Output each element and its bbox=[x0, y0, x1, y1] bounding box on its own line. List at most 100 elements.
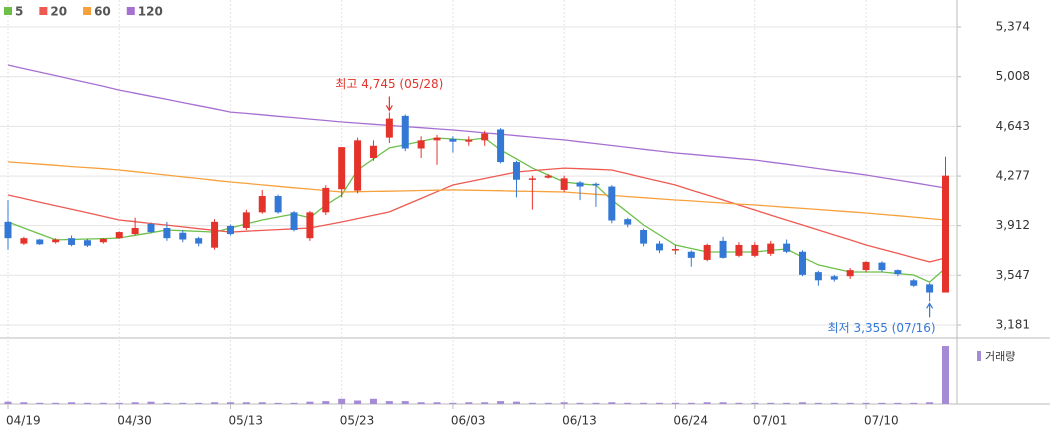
candle-body bbox=[655, 243, 663, 251]
volume-bar bbox=[242, 402, 250, 404]
candle-body bbox=[735, 244, 743, 256]
volume-bar bbox=[290, 402, 298, 404]
candle-body bbox=[608, 186, 616, 221]
candle-body bbox=[703, 244, 711, 260]
annotation-arrowhead bbox=[926, 302, 934, 309]
volume-bar bbox=[814, 402, 822, 404]
y-tick-label: 3,181 bbox=[996, 318, 1030, 332]
legend-label: 20 bbox=[50, 5, 67, 19]
candle-body bbox=[719, 240, 727, 258]
x-tick-label: 07/10 bbox=[864, 414, 899, 428]
annotation-label: 최저 3,355 (07/16) bbox=[828, 321, 936, 335]
candle-body bbox=[783, 243, 791, 252]
volume-bar bbox=[687, 402, 695, 404]
candle-body bbox=[560, 178, 568, 190]
volume-bar bbox=[910, 402, 918, 404]
candle-body bbox=[163, 227, 171, 239]
volume-bar bbox=[52, 402, 60, 404]
volume-bar bbox=[576, 402, 584, 404]
annotation-label: 최고 4,745 (05/28) bbox=[335, 77, 443, 91]
volume-bar bbox=[99, 402, 107, 404]
volume-bar bbox=[894, 402, 902, 404]
volume-bar bbox=[36, 402, 44, 404]
volume-bar bbox=[369, 398, 377, 404]
volume-bar bbox=[655, 402, 663, 404]
candle-body bbox=[274, 196, 282, 213]
candle-body bbox=[195, 238, 203, 244]
x-tick-label: 04/19 bbox=[6, 414, 41, 428]
volume-bar bbox=[258, 402, 266, 404]
x-tick-label: 05/13 bbox=[228, 414, 263, 428]
x-tick-label: 06/03 bbox=[451, 414, 486, 428]
volume-bar bbox=[512, 401, 520, 404]
candle-body bbox=[401, 115, 409, 149]
candle-body bbox=[799, 251, 806, 275]
annotation-arrowhead bbox=[385, 105, 393, 112]
candle-body bbox=[385, 118, 393, 138]
x-tick-label: 05/23 bbox=[340, 414, 375, 428]
candle-body bbox=[894, 270, 902, 275]
volume-bar bbox=[735, 402, 743, 404]
candle-body bbox=[481, 133, 489, 141]
ma-line bbox=[7, 161, 946, 221]
candle-body bbox=[211, 221, 219, 248]
volume-bar bbox=[846, 402, 854, 404]
x-tick-label: 06/13 bbox=[562, 414, 597, 428]
volume-bar bbox=[719, 402, 727, 404]
volume-bar bbox=[926, 402, 934, 404]
candle-body bbox=[862, 261, 870, 271]
candle-body bbox=[131, 227, 139, 235]
volume-bar bbox=[528, 402, 536, 404]
candle-body bbox=[830, 276, 838, 280]
volume-bar bbox=[417, 402, 425, 404]
volume-bar bbox=[20, 402, 28, 404]
candle-body bbox=[52, 239, 60, 243]
candle-body bbox=[814, 272, 822, 281]
candle-body bbox=[671, 249, 679, 251]
x-tick-label: 07/01 bbox=[753, 414, 788, 428]
candle-body bbox=[926, 284, 934, 293]
legend-swatch bbox=[83, 7, 92, 15]
candle-body bbox=[99, 238, 107, 243]
candle-body bbox=[576, 182, 584, 187]
volume-bar bbox=[783, 402, 791, 404]
volume-bar bbox=[624, 402, 632, 404]
volume-bar bbox=[211, 402, 219, 404]
volume-bar bbox=[751, 402, 759, 404]
legend-swatch bbox=[4, 7, 12, 15]
volume-bar bbox=[544, 402, 552, 404]
candle-body bbox=[528, 178, 536, 180]
volume-bar bbox=[401, 401, 409, 404]
candle-body bbox=[512, 162, 520, 180]
volume-bar bbox=[274, 402, 282, 404]
volume-bar bbox=[131, 402, 139, 404]
candle-body bbox=[322, 187, 330, 213]
candle-body bbox=[68, 238, 76, 245]
volume-bar bbox=[195, 402, 203, 404]
volume-bar bbox=[560, 402, 568, 404]
candle-body bbox=[910, 280, 918, 286]
candle-body bbox=[592, 183, 600, 186]
legend-swatch bbox=[39, 7, 48, 15]
candle-body bbox=[433, 137, 441, 141]
legend-label: 5 bbox=[15, 5, 23, 19]
x-tick-label: 04/30 bbox=[117, 414, 152, 428]
candle-body bbox=[449, 138, 457, 142]
volume-bar bbox=[608, 402, 616, 404]
volume-bar bbox=[703, 402, 711, 404]
legend-label: 120 bbox=[138, 5, 163, 19]
candle-body bbox=[624, 219, 632, 225]
candle-body bbox=[751, 244, 759, 256]
candle-body bbox=[258, 196, 266, 213]
candle-body bbox=[4, 221, 12, 239]
volume-bar bbox=[592, 402, 600, 404]
candle-body bbox=[147, 223, 155, 233]
volume-bar bbox=[497, 401, 505, 404]
volume-bar bbox=[163, 402, 171, 404]
volume-bar bbox=[4, 401, 12, 404]
volume-bar bbox=[226, 402, 234, 404]
candle-body bbox=[179, 232, 187, 240]
volume-bar bbox=[481, 402, 489, 404]
volume-bar bbox=[338, 398, 346, 404]
y-tick-label: 4,277 bbox=[996, 169, 1030, 183]
